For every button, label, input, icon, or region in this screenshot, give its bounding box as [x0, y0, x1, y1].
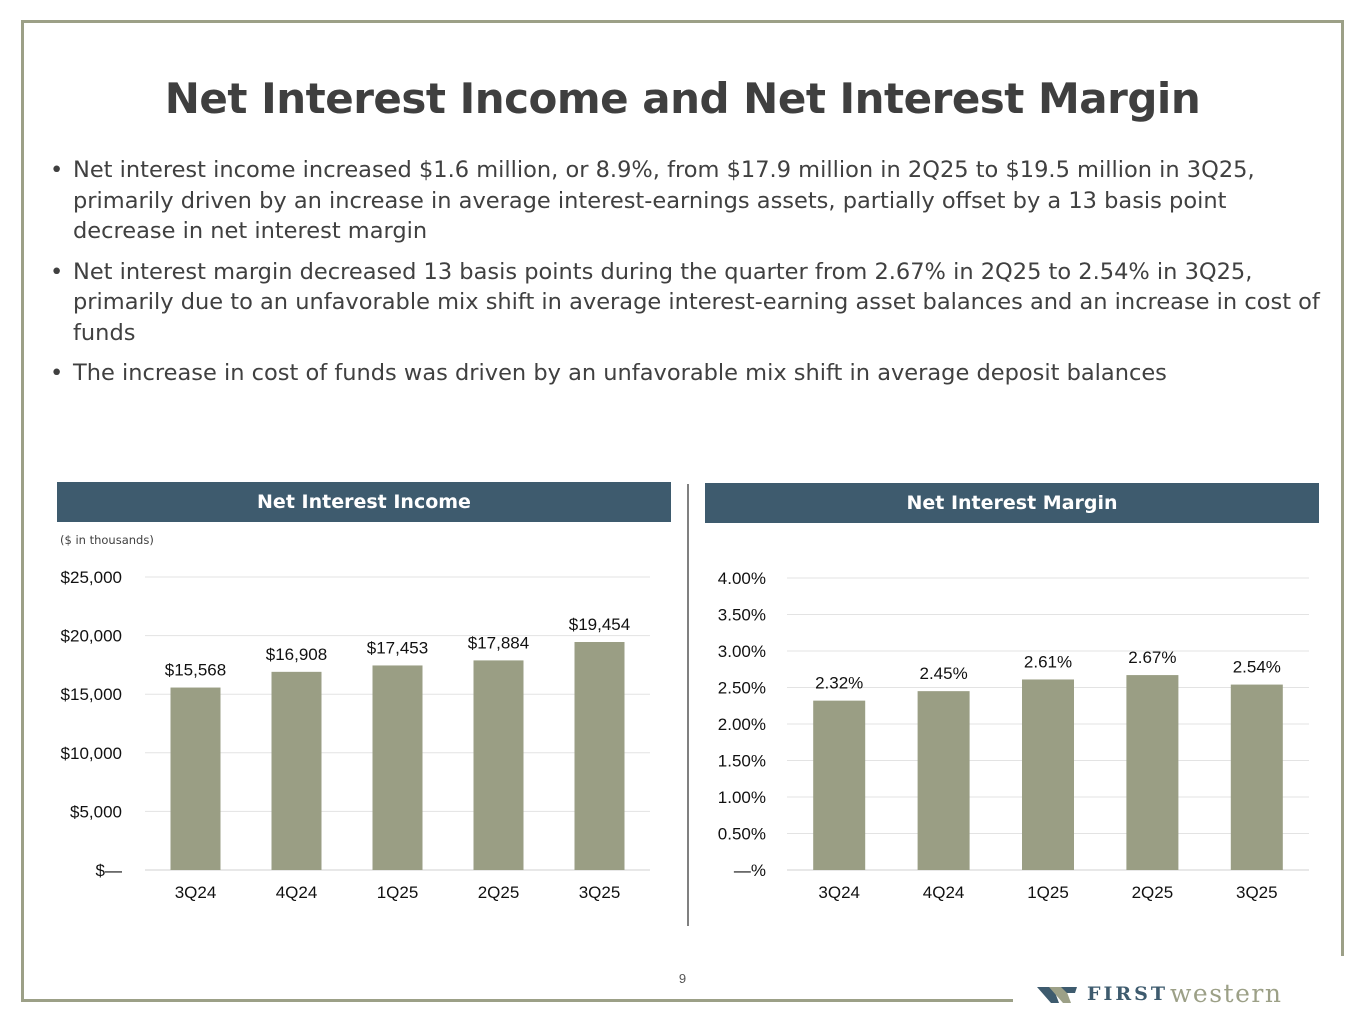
page-number: 9	[678, 971, 687, 986]
nim-chart-header: Net Interest Margin	[705, 483, 1319, 523]
bar	[271, 671, 322, 870]
x-tick-label: 1Q25	[377, 883, 419, 902]
y-tick-label: 1.00%	[718, 788, 766, 807]
bar	[473, 660, 524, 870]
data-label: $17,453	[367, 638, 428, 657]
frame-left-border	[21, 20, 24, 1002]
frame-bottom-border	[21, 999, 1013, 1002]
bullet-item: The increase in cost of funds was driven…	[50, 358, 1320, 389]
bar	[372, 665, 423, 870]
y-tick-label: 0.50%	[718, 825, 766, 844]
bullet-item: Net interest income increased $1.6 milli…	[50, 155, 1320, 247]
y-tick-label: 2.00%	[718, 715, 766, 734]
logo-western-text: western	[1170, 979, 1283, 1008]
data-label: $19,454	[569, 615, 630, 634]
bar	[170, 687, 221, 870]
data-label: $15,568	[165, 661, 226, 680]
data-label: 2.61%	[1024, 652, 1072, 671]
x-tick-label: 2Q25	[478, 883, 520, 902]
y-tick-label: $10,000	[61, 744, 122, 763]
data-label: 2.67%	[1128, 648, 1176, 667]
bullet-list: Net interest income increased $1.6 milli…	[50, 155, 1320, 399]
y-tick-label: $—	[96, 861, 122, 880]
bar	[1230, 684, 1283, 870]
y-tick-label: 3.00%	[718, 642, 766, 661]
logo-mark-icon	[1037, 986, 1077, 1003]
x-tick-label: 4Q24	[923, 883, 965, 902]
y-tick-label: 1.50%	[718, 752, 766, 771]
x-tick-label: 3Q25	[1236, 883, 1278, 902]
data-label: $17,884	[468, 633, 529, 652]
frame-top-border	[21, 20, 1344, 23]
x-tick-label: 3Q24	[818, 883, 860, 902]
x-tick-label: 4Q24	[276, 883, 318, 902]
data-label: $16,908	[266, 645, 327, 664]
x-tick-label: 1Q25	[1027, 883, 1069, 902]
y-tick-label: 3.50%	[718, 606, 766, 625]
chart-divider	[687, 484, 689, 926]
x-tick-label: 3Q24	[175, 883, 217, 902]
bar	[1022, 679, 1074, 870]
y-tick-label: —%	[734, 861, 766, 880]
bar	[1126, 675, 1179, 870]
x-tick-label: 2Q25	[1132, 883, 1174, 902]
bar	[574, 641, 625, 870]
data-label: 2.45%	[919, 664, 967, 683]
nii-chart-header: Net Interest Income	[57, 482, 671, 522]
x-tick-label: 3Q25	[579, 883, 621, 902]
slide-title: Net Interest Income and Net Interest Mar…	[164, 74, 1201, 123]
y-tick-label: $25,000	[61, 568, 122, 587]
frame-right-border	[1341, 20, 1344, 956]
bullet-item: Net interest margin decreased 13 basis p…	[50, 257, 1320, 349]
y-tick-label: 2.50%	[718, 679, 766, 698]
y-tick-label: $5,000	[70, 802, 122, 821]
logo-first-text: FIRST	[1087, 982, 1169, 1005]
y-tick-label: $20,000	[61, 627, 122, 646]
y-tick-label: $15,000	[61, 685, 122, 704]
bar	[917, 691, 970, 870]
y-tick-label: 4.00%	[718, 569, 766, 588]
company-logo: FIRST western	[1037, 979, 1282, 1008]
data-label: 2.32%	[815, 674, 863, 693]
nii-units-note: ($ in thousands)	[60, 533, 154, 547]
bar	[813, 700, 866, 870]
data-label: 2.54%	[1233, 658, 1281, 677]
